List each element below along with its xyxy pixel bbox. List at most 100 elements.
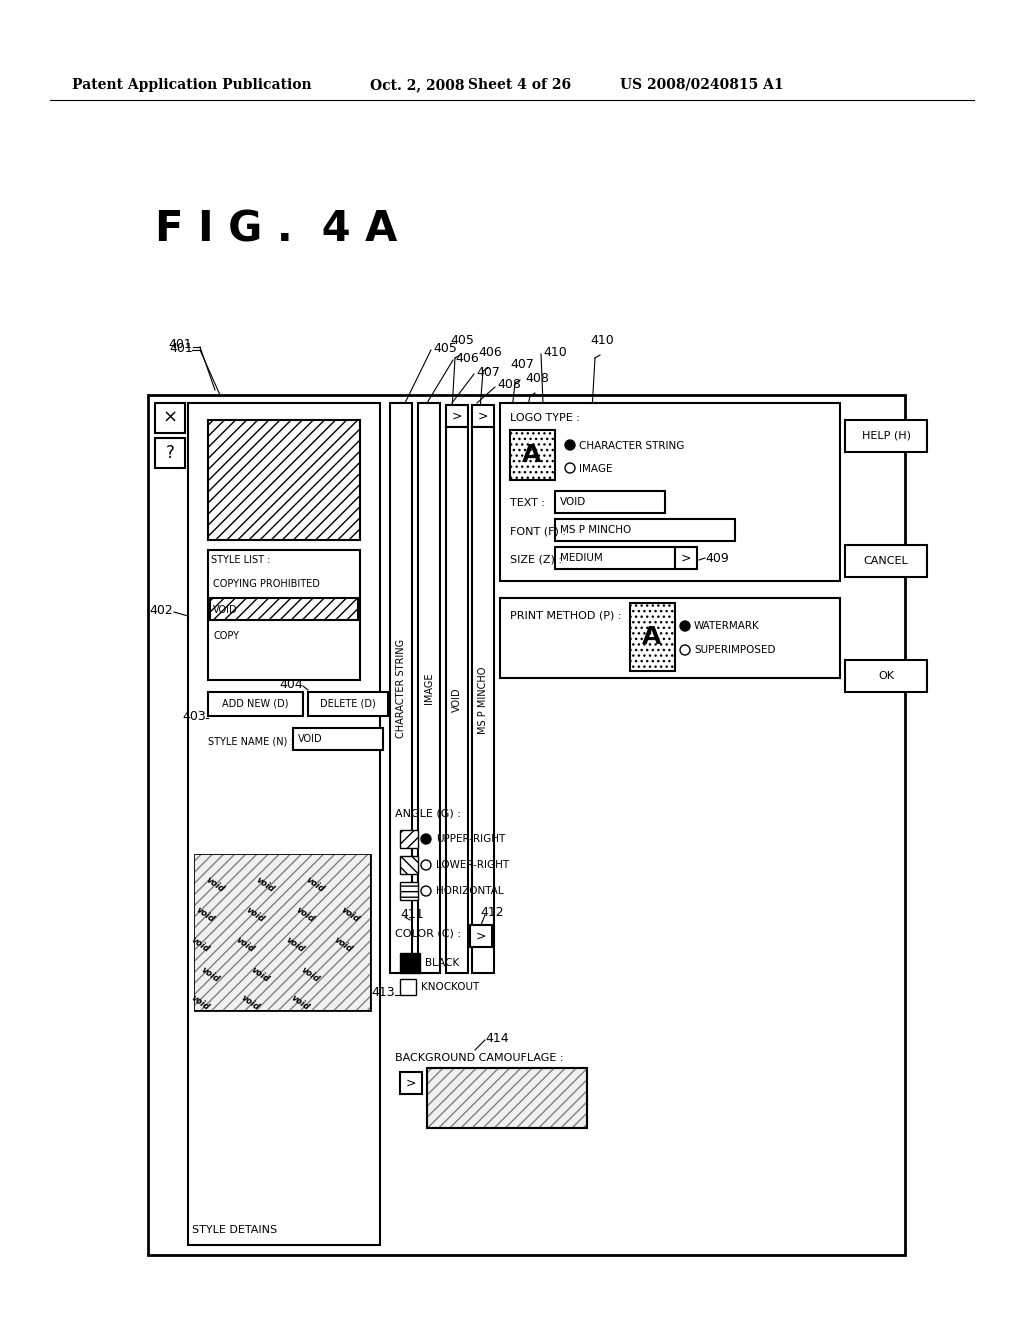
Bar — [845, 660, 927, 692]
Circle shape — [565, 463, 575, 473]
Text: A: A — [522, 444, 542, 467]
Text: SUPERIMPOSED: SUPERIMPOSED — [694, 645, 775, 655]
Text: >: > — [478, 409, 488, 422]
Bar — [555, 491, 665, 513]
Text: Patent Application Publication: Patent Application Publication — [72, 78, 311, 92]
Bar — [427, 1068, 587, 1129]
Text: 409: 409 — [705, 552, 729, 565]
Bar — [510, 430, 555, 480]
Bar — [427, 1068, 587, 1129]
Text: VOID: VOID — [298, 734, 323, 744]
Text: 406: 406 — [478, 346, 502, 359]
Text: void: void — [240, 994, 261, 1012]
Bar — [400, 979, 416, 995]
Text: >: > — [476, 929, 486, 942]
Bar — [293, 729, 383, 750]
Text: F I G .  4 A: F I G . 4 A — [155, 209, 397, 251]
Text: void: void — [204, 875, 226, 895]
Bar — [188, 403, 380, 1245]
Text: void: void — [304, 875, 326, 895]
Text: 403: 403 — [182, 710, 206, 722]
Bar — [555, 519, 735, 541]
Bar — [195, 855, 370, 1010]
Bar — [208, 692, 303, 715]
Bar — [155, 403, 185, 433]
Text: UPPER-RIGHT: UPPER-RIGHT — [436, 834, 505, 843]
Circle shape — [565, 440, 575, 450]
Bar — [418, 403, 440, 973]
Bar — [400, 882, 418, 900]
Circle shape — [421, 834, 431, 843]
Text: LOGO TYPE :: LOGO TYPE : — [510, 413, 580, 422]
Bar — [446, 405, 468, 426]
Text: LOWER-RIGHT: LOWER-RIGHT — [436, 861, 509, 870]
Text: void: void — [189, 936, 211, 954]
Bar — [446, 426, 468, 973]
Text: >: > — [452, 409, 462, 422]
Circle shape — [680, 620, 690, 631]
Text: MS P MINCHO: MS P MINCHO — [560, 525, 631, 535]
Text: void: void — [299, 965, 321, 985]
Text: >: > — [406, 1077, 416, 1089]
Text: 401: 401 — [169, 342, 193, 355]
Text: void: void — [234, 936, 256, 954]
Text: WATERMARK: WATERMARK — [694, 620, 760, 631]
Bar — [500, 598, 840, 678]
Bar — [845, 545, 927, 577]
Text: IMAGE: IMAGE — [579, 465, 612, 474]
Text: SIZE (Z) :: SIZE (Z) : — [510, 554, 562, 564]
Text: 404: 404 — [280, 677, 303, 690]
Bar — [500, 403, 840, 581]
Bar — [845, 420, 927, 451]
Bar — [148, 395, 905, 1255]
Bar — [555, 546, 675, 569]
Text: COLOR (C) :: COLOR (C) : — [395, 928, 461, 939]
Text: void: void — [195, 906, 216, 924]
Text: 408: 408 — [497, 379, 521, 392]
Text: HELP (H): HELP (H) — [861, 432, 910, 441]
Circle shape — [680, 645, 690, 655]
Text: 413: 413 — [372, 986, 395, 999]
Bar — [470, 925, 492, 946]
Text: FONT (F) :: FONT (F) : — [510, 525, 566, 536]
Text: 405: 405 — [450, 334, 474, 346]
Text: COPYING PROHIBITED: COPYING PROHIBITED — [213, 579, 319, 589]
Text: CHARACTER STRING: CHARACTER STRING — [396, 639, 406, 738]
Text: OK: OK — [878, 671, 894, 681]
Text: PRINT METHOD (P) :: PRINT METHOD (P) : — [510, 611, 622, 620]
Text: VOID: VOID — [452, 688, 462, 713]
Bar — [208, 550, 360, 680]
Text: US 2008/0240815 A1: US 2008/0240815 A1 — [620, 78, 783, 92]
Text: 408: 408 — [525, 371, 549, 384]
Circle shape — [421, 886, 431, 896]
Bar — [472, 405, 494, 426]
Bar — [675, 546, 697, 569]
Text: void: void — [332, 936, 354, 954]
Text: KNOCKOUT: KNOCKOUT — [421, 982, 479, 993]
Bar — [210, 598, 358, 620]
Text: void: void — [244, 906, 266, 924]
Text: 402: 402 — [150, 603, 173, 616]
Bar — [195, 855, 370, 1010]
Text: 405: 405 — [433, 342, 457, 355]
Bar — [390, 403, 412, 973]
Bar — [630, 603, 675, 671]
Text: 401: 401 — [168, 338, 193, 351]
Circle shape — [421, 861, 431, 870]
Text: 406: 406 — [455, 351, 479, 364]
Text: STYLE DETAINS: STYLE DETAINS — [193, 1225, 278, 1236]
Text: TEXT :: TEXT : — [510, 498, 545, 508]
Text: void: void — [254, 875, 275, 895]
Text: Sheet 4 of 26: Sheet 4 of 26 — [468, 78, 571, 92]
Text: void: void — [249, 965, 270, 985]
Text: IMAGE: IMAGE — [424, 672, 434, 704]
Text: 410: 410 — [543, 346, 566, 359]
Text: A: A — [642, 624, 662, 649]
Bar — [400, 953, 420, 973]
Text: ADD NEW (D): ADD NEW (D) — [222, 700, 288, 709]
Text: void: void — [294, 906, 315, 924]
Text: 407: 407 — [510, 359, 534, 371]
Text: void: void — [289, 994, 311, 1012]
Text: CHARACTER STRING: CHARACTER STRING — [579, 441, 684, 451]
Text: >: > — [681, 552, 691, 565]
